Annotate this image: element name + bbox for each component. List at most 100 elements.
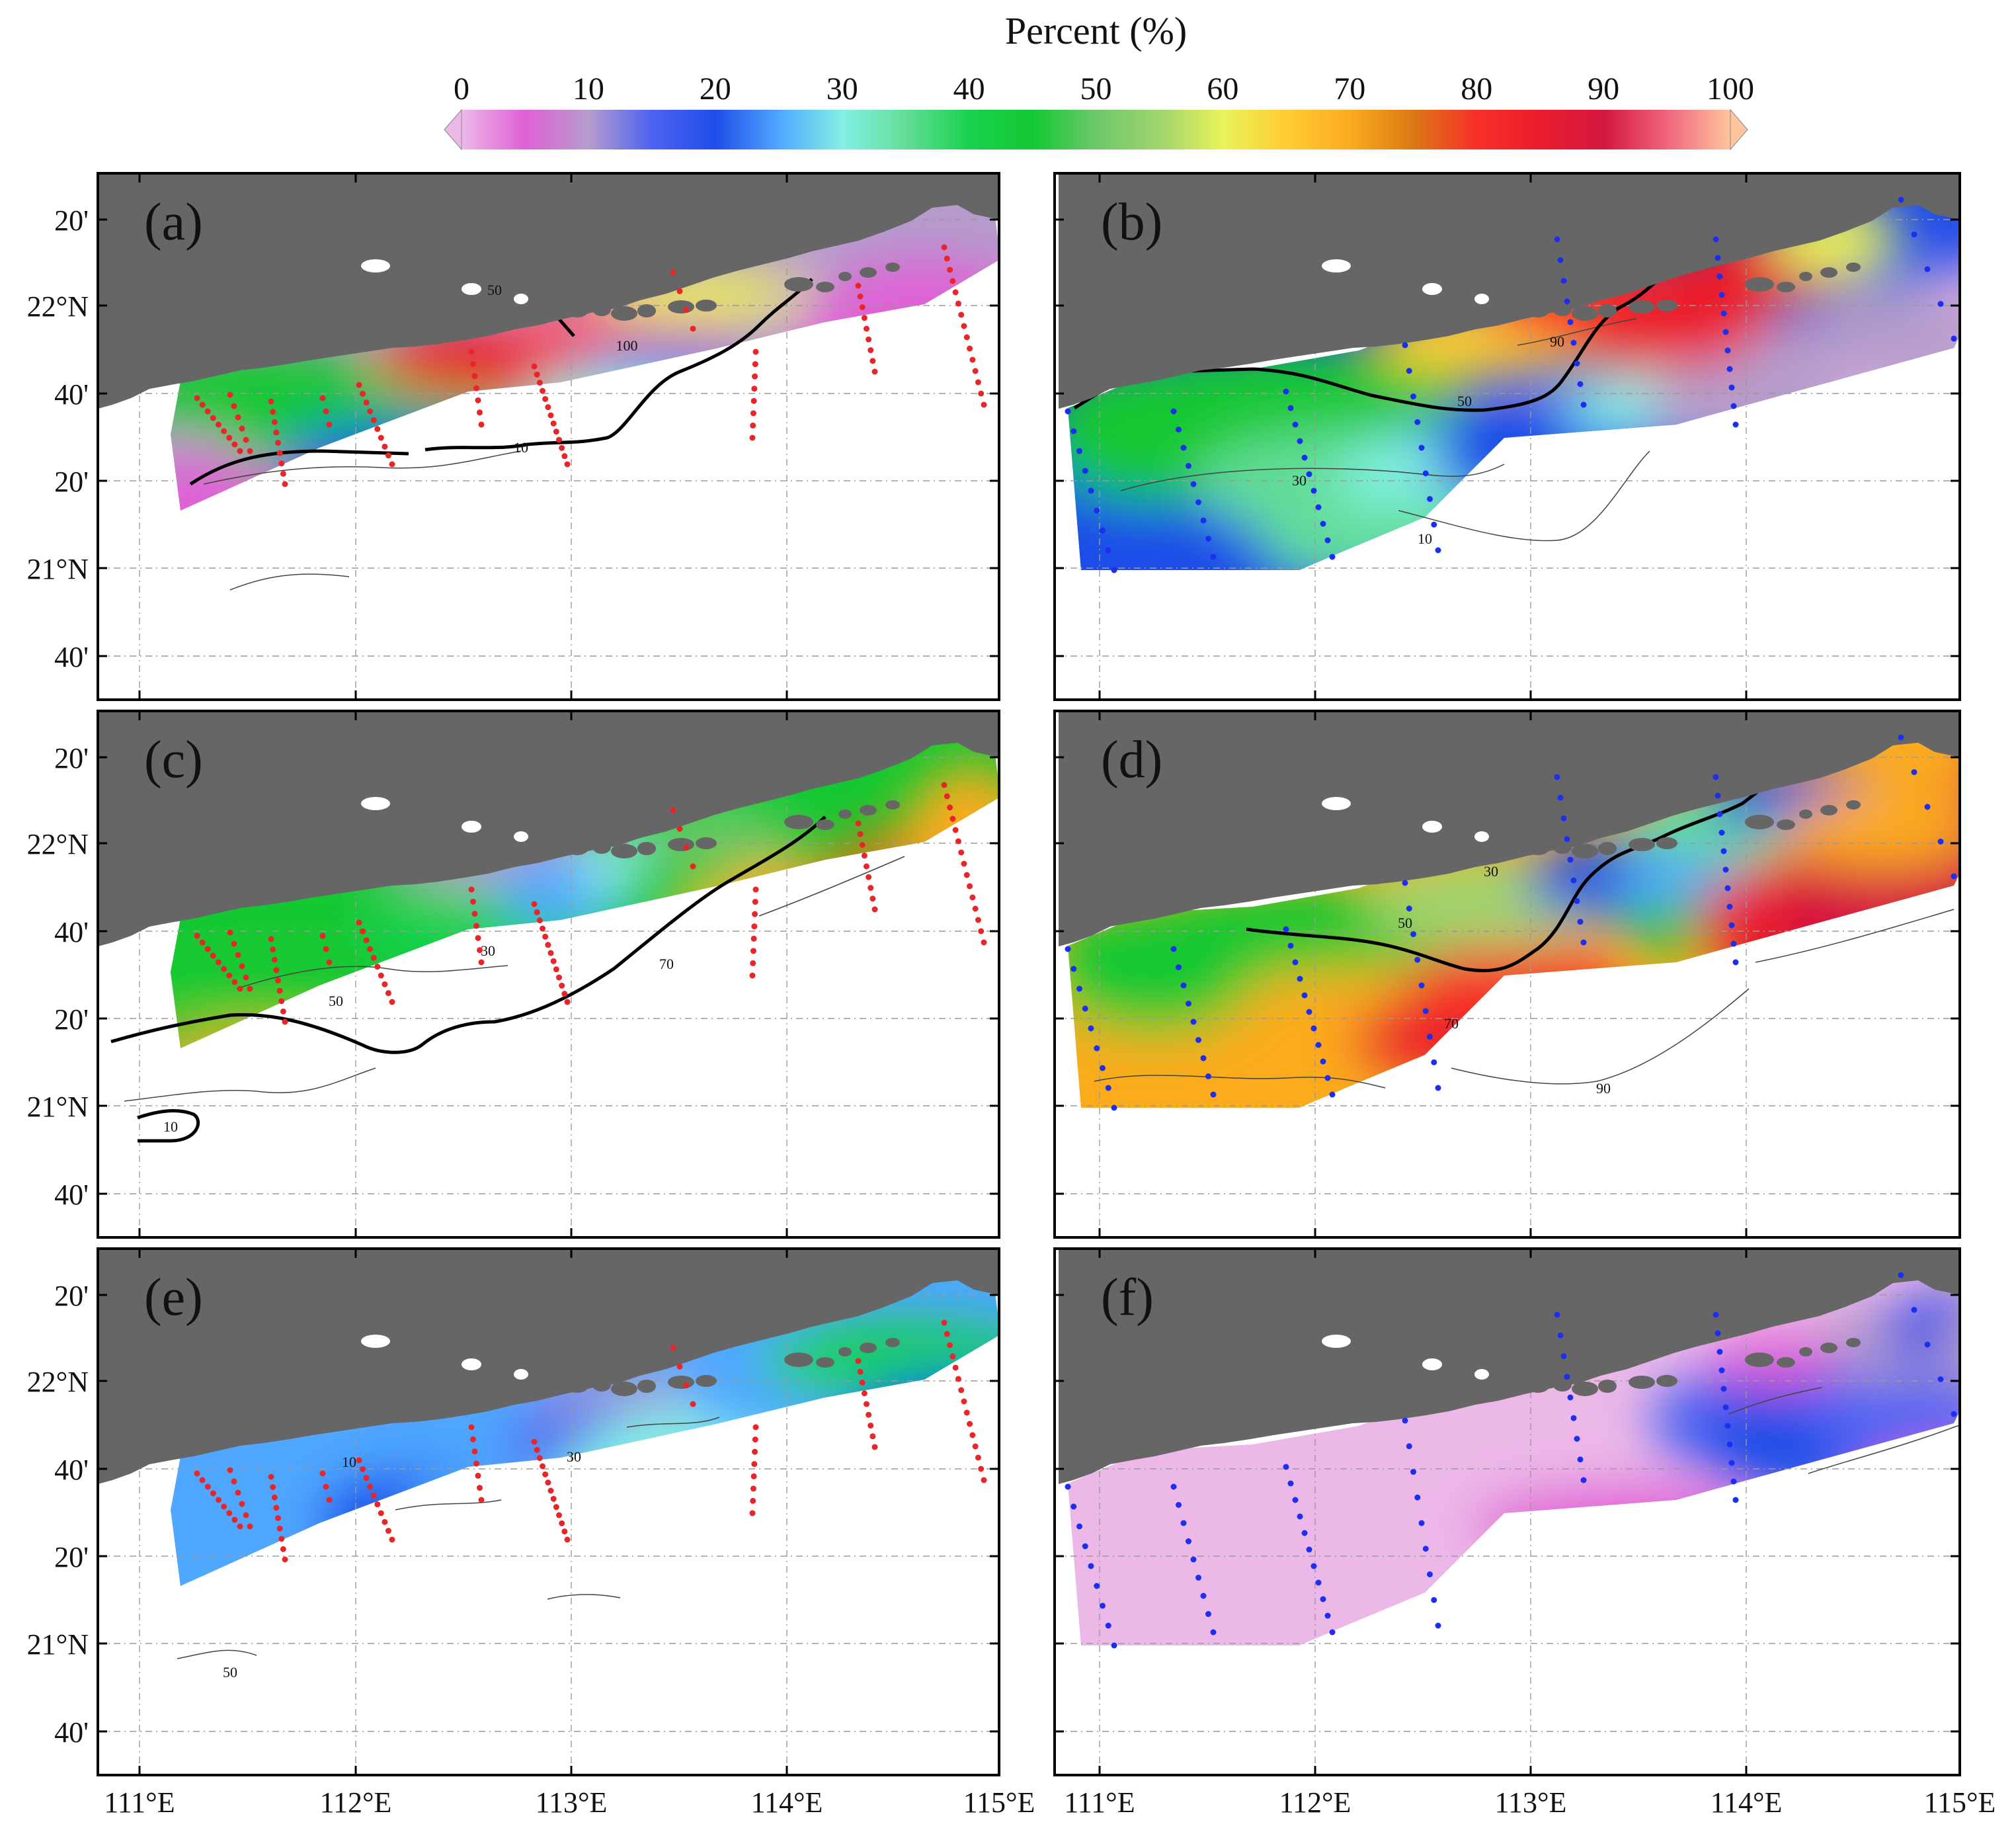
station-dot [1564, 1374, 1570, 1380]
station-dot [367, 408, 374, 415]
station-dot [1100, 1065, 1106, 1071]
station-dot [1190, 481, 1197, 487]
station-dot [227, 392, 233, 398]
station-dot [1306, 1009, 1312, 1015]
station-dot [1431, 1059, 1437, 1065]
lat-label: 20' [54, 1541, 89, 1573]
station-dot [239, 1501, 245, 1507]
station-dot [1329, 1091, 1336, 1098]
station-dot [1111, 1104, 1117, 1111]
island [592, 1378, 611, 1391]
station-dot [1577, 381, 1584, 388]
station-dot [1716, 1349, 1723, 1355]
station-dot [1951, 1411, 1957, 1417]
station-dot [978, 1466, 985, 1472]
station-dot [1195, 499, 1201, 505]
station-dot [540, 925, 545, 932]
land [98, 173, 999, 409]
station-dot [1722, 1404, 1729, 1411]
station-dot [559, 982, 565, 989]
station-dot [237, 1523, 243, 1530]
island [1553, 303, 1572, 316]
contour-lines [1728, 1387, 1960, 1474]
island [1572, 1382, 1598, 1396]
station-dot [534, 1446, 540, 1453]
station-dot [1937, 1376, 1944, 1382]
station-dot [356, 382, 362, 388]
station-dot [235, 1489, 241, 1496]
station-dot [1435, 547, 1441, 554]
station-dot [370, 954, 377, 961]
panel-label: (b) [1101, 193, 1162, 251]
station-dot [323, 1483, 329, 1490]
station-dot [356, 919, 362, 926]
station-dot [204, 408, 211, 415]
station-dot [1111, 1642, 1117, 1649]
panel-label: (c) [144, 731, 203, 789]
station-dot [1554, 236, 1560, 243]
station-dot [1283, 926, 1289, 933]
station-dot [385, 990, 391, 997]
station-dot [1310, 1025, 1317, 1032]
lon-label: 112°E [1279, 1786, 1351, 1819]
station-dot [1924, 804, 1931, 810]
island [1820, 267, 1837, 278]
lat-label: 20' [54, 742, 89, 774]
station-dot [1320, 1596, 1326, 1602]
station-dot [268, 398, 274, 405]
station-dot [1315, 1579, 1322, 1586]
station-dot [478, 421, 485, 428]
station-dot [1722, 329, 1729, 335]
station-dot [857, 1368, 864, 1375]
island [838, 1347, 852, 1356]
station-dot [1567, 856, 1574, 863]
station-dot [670, 1345, 676, 1351]
station-dot [473, 385, 479, 392]
axis-ticks [98, 1249, 999, 1775]
station-dot [326, 959, 333, 966]
station-dot [963, 1409, 970, 1416]
lat-label: 22°N [27, 290, 89, 323]
station-dot [1435, 1622, 1441, 1629]
island [565, 839, 589, 855]
station-dot [1170, 1483, 1177, 1490]
lat-label: 40' [54, 1716, 89, 1749]
station-dot [1320, 520, 1326, 527]
station-dot [1402, 880, 1408, 886]
station-dot [275, 1515, 281, 1521]
station-dot [749, 435, 756, 441]
station-dot [864, 1401, 869, 1407]
station-dot [270, 1484, 276, 1491]
station-dot [1076, 985, 1082, 992]
land [98, 1249, 999, 1484]
colorbar: Percent (%) 0 10 20 30 40 50 60 70 80 90 100 [444, 9, 1754, 151]
lat-label: 22°N [27, 828, 89, 860]
island [1846, 1338, 1861, 1347]
station-dot [975, 379, 981, 386]
station-dot [275, 440, 281, 446]
station-dot [1713, 1311, 1719, 1318]
island [1777, 1357, 1795, 1368]
island [838, 272, 852, 281]
station-dot [866, 874, 872, 880]
station-dot [981, 939, 987, 946]
station-dot [750, 397, 757, 404]
station-dot [468, 349, 475, 355]
station-dot [1730, 940, 1737, 947]
station-dot [750, 948, 756, 954]
station-dot [1200, 1055, 1207, 1061]
station-dot [1577, 1456, 1584, 1463]
map-panel-c: 50 30 70 10 (c) 20' 22°N 40' 20' 21°N 40' [27, 710, 1000, 1239]
island [1820, 805, 1837, 815]
colorbar-tick-label: 30 [827, 71, 858, 106]
station-dot [477, 1485, 483, 1491]
station-dot [958, 1387, 965, 1393]
island [816, 282, 834, 292]
station-dot [1210, 1091, 1217, 1098]
station-dot [545, 942, 551, 948]
station-dot [1427, 1034, 1433, 1040]
station-dot [1180, 1520, 1187, 1526]
land [98, 711, 999, 946]
station-dot [969, 356, 976, 363]
station-dot [216, 1497, 222, 1503]
